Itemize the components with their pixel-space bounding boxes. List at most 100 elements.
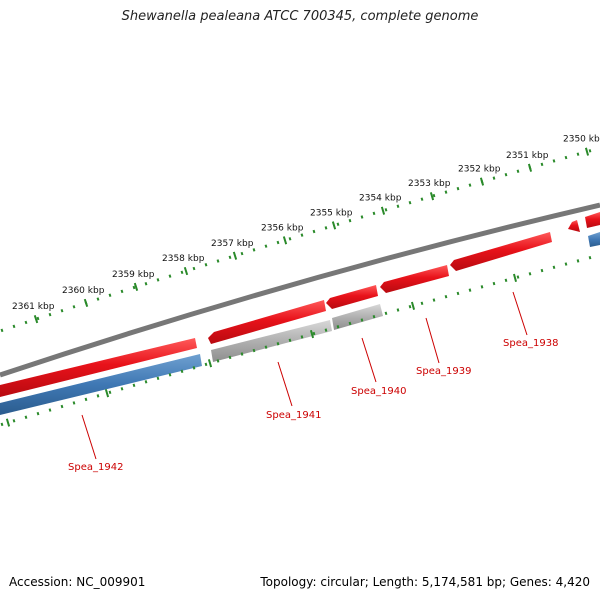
inner-minor-tick [216,359,220,363]
outer-minor-tick [216,259,220,263]
outer-minor-tick [492,176,496,180]
outer-major-tick [584,147,590,156]
outer-minor-tick [384,208,388,212]
gene-feature-1942-upper[interactable] [0,338,197,397]
outer-minor-tick [420,197,424,201]
outer-major-tick [183,266,189,276]
gene-feature-1940-lower[interactable] [332,304,383,330]
outer-minor-tick [108,293,112,297]
outer-minor-tick [372,211,376,216]
outer-minor-tick [156,278,160,282]
outer-major-tick [429,192,435,201]
outer-major-tick [282,236,288,245]
inner-minor-tick [240,352,244,356]
outer-major-tick [479,177,485,186]
outer-minor-tick [204,263,208,267]
outer-minor-tick [276,240,280,245]
inner-minor-tick [120,387,124,391]
inner-minor-tick [84,397,88,402]
inner-major-tick [5,418,11,427]
gene-feature-1938-upper[interactable] [450,232,552,271]
genome-backbone [0,202,600,378]
tick-label: 2353 kbp [408,179,451,189]
gene-feature-1941-lower[interactable] [211,320,332,362]
inner-minor-tick [0,422,4,427]
gene-feature-small-red[interactable] [568,220,580,232]
inner-minor-tick [372,314,376,319]
inner-minor-tick [228,355,232,360]
inner-minor-tick [384,311,388,316]
outer-minor-tick [504,172,508,177]
inner-minor-tick [156,376,160,381]
inner-major-tick [104,389,110,398]
outer-minor-tick [168,274,172,278]
outer-minor-tick [336,222,340,226]
outer-major-tick [527,163,533,172]
tick-label: 2359 kbp [112,270,155,280]
outer-minor-tick [144,281,148,286]
gene-feature-1939-upper[interactable] [380,265,449,293]
tick-label: 2358 kbp [162,254,205,264]
outer-minor-tick [120,289,124,294]
inner-minor-tick [540,268,544,273]
inner-minor-tick [576,259,580,263]
outer-minor-tick [264,244,268,248]
inner-minor-tick [456,291,460,296]
inner-minor-tick [72,401,76,405]
gene-feature-1941-upper[interactable] [208,300,326,344]
outer-minor-tick [456,186,460,191]
outer-minor-tick [12,324,16,329]
gene-features [0,212,600,415]
gene-label-1942[interactable]: Spea_1942 [68,462,123,473]
genome-summary: Topology: circular; Length: 5,174,581 bp… [260,575,590,589]
tick-label: 2360 kbp [62,286,105,296]
inner-minor-tick [324,328,328,332]
gene-feature-edge-red[interactable] [585,212,600,228]
gene-label-1940[interactable]: Spea_1940 [351,386,406,397]
gene-feature-edge-blue[interactable] [588,232,600,247]
outer-minor-tick [60,308,64,313]
inner-major-tick [309,329,315,339]
tick-label: 2361 kbp [12,302,55,312]
outer-major-tick [232,251,238,260]
inner-minor-tick [48,408,52,412]
inner-minor-tick [408,304,412,309]
inner-minor-tick [444,295,448,299]
outer-minor-tick [228,255,232,260]
inner-minor-tick [480,285,484,289]
gene-label-group: Spea_1938 Spea_1939 Spea_1940 Spea_1941 … [68,291,558,473]
leader-line-1938 [512,291,528,336]
gene-feature-1942-lower[interactable] [0,354,202,415]
outer-minor-tick [444,190,448,194]
outer-minor-tick [516,169,520,173]
outer-minor-tick [24,320,28,325]
outer-major-tick [133,282,139,292]
gene-label-1939[interactable]: Spea_1939 [416,366,471,377]
outer-minor-tick [432,193,436,198]
gene-feature-1940-upper[interactable] [326,285,378,309]
leader-line-1941 [277,361,293,407]
gene-label-1938[interactable]: Spea_1938 [503,338,558,349]
outer-minor-tick [360,215,364,219]
outer-minor-tick [312,229,316,234]
inner-major-tick [512,273,518,282]
inner-minor-tick [588,255,592,260]
outer-major-tick [380,206,386,215]
tick-labels: 2350 kbp 2351 kbp 2352 kbp 2353 kbp 2354 kbp… [12,135,600,313]
tick-label: 2350 kbp [563,135,600,145]
outer-minor-tick [288,237,292,241]
inner-major-tick [207,359,213,368]
inner-minor-tick [288,338,292,343]
inner-minor-tick [276,342,280,346]
outer-minor-tick [348,218,352,223]
inner-minor-tick [12,419,16,423]
inner-minor-tick [312,331,316,336]
outer-minor-tick [96,297,100,301]
gene-label-1941[interactable]: Spea_1941 [266,410,321,421]
inner-minor-tick [264,345,268,349]
tick-label: 2354 kbp [359,194,402,204]
outer-minor-tick [240,251,244,256]
inner-minor-tick [468,288,472,292]
inner-minor-tick [492,281,496,286]
